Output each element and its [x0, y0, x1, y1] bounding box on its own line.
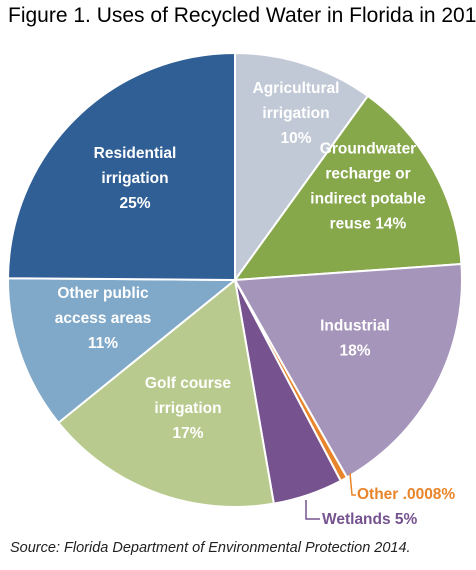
leader-line-4: [305, 500, 320, 520]
slice-label-2: Industrial 18%: [320, 318, 390, 360]
pie-slice-2: [233, 262, 463, 479]
slice-label-7: Residential irrigation 25%: [94, 145, 177, 212]
slice-label-0: Agricultural irrigation 10%: [253, 80, 340, 147]
slice-label-3: Other .0008%: [357, 486, 455, 503]
pie-slice-0: [234, 51, 370, 284]
slice-label-4: Wetlands 5%: [322, 511, 418, 528]
pie-slice-5: [57, 278, 275, 508]
slice-label-1: Groundwater recharge or indirect potable re…: [310, 141, 426, 233]
chart-title: Figure 1. Uses of Recycled Water in Flor…: [8, 4, 476, 27]
pie-slice-1: [232, 94, 463, 282]
slice-label-6: Other public access areas 11%: [55, 285, 152, 352]
slice-label-5: Golf course irrigation 17%: [145, 375, 232, 442]
leader-line-3: [349, 472, 356, 496]
pie-slice-7: [6, 51, 236, 282]
pie-slice-6: [7, 277, 238, 425]
source-note: Source: Florida Department of Environmen…: [10, 540, 411, 556]
